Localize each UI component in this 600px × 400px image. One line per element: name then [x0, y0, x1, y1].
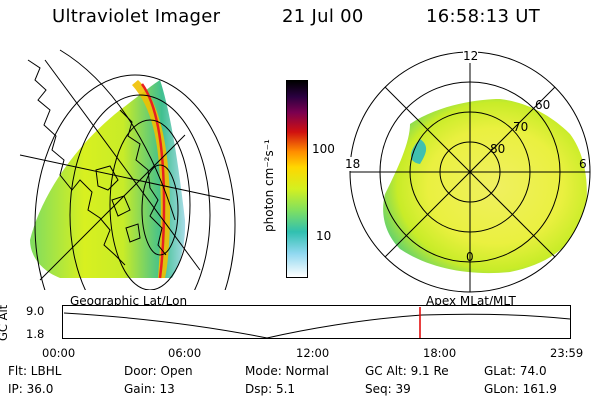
info-glat: GLat: 74.0	[484, 364, 547, 378]
instrument-title: Ultraviolet Imager	[52, 6, 221, 27]
emission-patch	[410, 139, 427, 164]
mlat-label-80: 80	[490, 142, 506, 156]
auroral-arc-peak	[140, 83, 166, 279]
altitude-xtick-0600: 06:00	[168, 346, 202, 360]
lake-outlines	[95, 165, 141, 243]
altitude-xtick-0000: 00:00	[42, 346, 76, 360]
polar-mlat-mlt-panel	[349, 51, 591, 293]
altitude-curve	[63, 312, 571, 339]
altitude-ytick-9: 9.0	[26, 304, 45, 318]
altitude-ytick-1-8: 1.8	[26, 327, 45, 341]
info-gain: Gain: 13	[124, 382, 175, 396]
altitude-plot-frame	[62, 305, 571, 339]
colorbar-unit-label: photon cm⁻²s⁻¹	[262, 139, 276, 232]
time-label: 16:58:13 UT	[426, 6, 541, 27]
auroral-oval	[383, 99, 587, 274]
coastline-outline	[27, 59, 167, 266]
mlt-label-12: 12	[463, 49, 479, 63]
info-glon: GLon: 161.9	[484, 382, 557, 396]
mlat-label-60: 60	[535, 98, 551, 112]
altitude-plot-area	[62, 305, 571, 339]
altitude-ylabel: GC Alt	[0, 304, 10, 341]
colorbar-tick-100: 100	[312, 142, 335, 156]
polar-panel-label: Apex MLat/MLT	[426, 294, 516, 308]
colorbar-tick-10: 10	[316, 229, 332, 243]
geographic-image-panel	[19, 49, 236, 290]
info-mode: Mode: Normal	[245, 364, 329, 378]
altitude-xtick-1200: 12:00	[296, 346, 330, 360]
info-seq: Seq: 39	[365, 382, 411, 396]
info-ip: IP: 36.0	[8, 382, 54, 396]
date-label: 21 Jul 00	[282, 6, 364, 27]
lat-lon-grid	[19, 49, 236, 290]
info-filter: Flt: LBHL	[8, 364, 62, 378]
geo-panel-label: Geographic Lat/Lon	[70, 294, 188, 308]
colorbar	[286, 80, 308, 278]
mlt-label-0: 0	[466, 250, 474, 264]
info-gc-alt: GC Alt: 9.1 Re	[365, 364, 449, 378]
altitude-xtick-1800: 18:00	[423, 346, 457, 360]
altitude-xtick-2359: 23:59	[550, 346, 584, 360]
auroral-arc	[132, 80, 170, 278]
mlat-label-70: 70	[513, 120, 529, 134]
info-dsp: Dsp: 5.1	[245, 382, 296, 396]
aurora-emission-region	[30, 80, 186, 278]
info-door: Door: Open	[124, 364, 193, 378]
polar-grid	[349, 51, 591, 293]
mlt-label-18: 18	[345, 157, 361, 171]
mlt-label-6: 6	[579, 157, 587, 171]
